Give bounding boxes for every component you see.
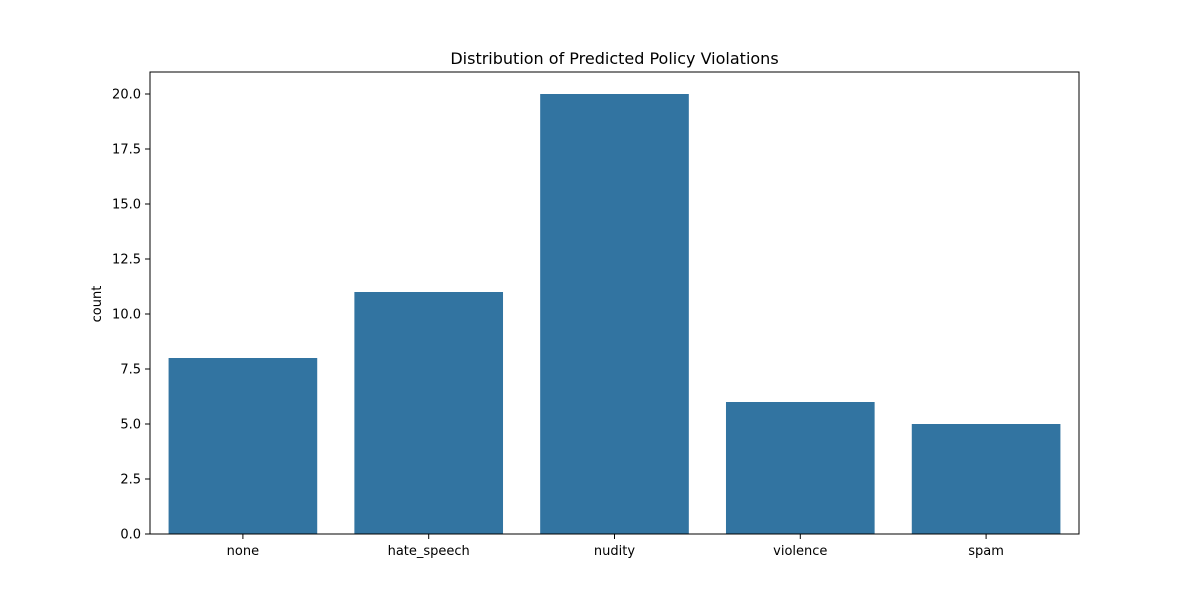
plot-frame: [149, 71, 1080, 535]
y-tick-label: 15.0: [112, 198, 141, 213]
y-tick-label: 20.0: [112, 88, 141, 103]
x-tick-label: spam: [968, 544, 1004, 559]
x-tick-label: hate_speech: [388, 544, 470, 559]
y-axis-ticks: 0.0 2.5 5.0 7.5 10.0 12.5 15.0 17.5 20.0: [112, 88, 150, 543]
y-tick-label: 7.5: [120, 363, 141, 378]
chart-title: Distribution of Predicted Policy Violati…: [450, 49, 778, 68]
bar-hate_speech: [354, 292, 504, 534]
y-tick-label: 12.5: [112, 253, 141, 268]
y-tick-label: 5.0: [120, 418, 141, 433]
y-tick-label: 17.5: [112, 143, 141, 158]
x-tick-label: none: [227, 544, 259, 559]
bar-group: [168, 94, 1061, 534]
y-tick-label: 10.0: [112, 308, 141, 323]
bar-none: [168, 358, 318, 534]
bar-spam: [911, 424, 1061, 534]
y-tick-label: 0.0: [120, 528, 141, 543]
y-axis-label: count: [90, 286, 105, 323]
bar-violence: [725, 402, 875, 534]
y-tick-label: 2.5: [120, 473, 141, 488]
x-tick-label: violence: [773, 544, 827, 559]
x-tick-label: nudity: [594, 544, 635, 559]
bar-nudity: [540, 94, 689, 534]
x-axis-ticks: none hate_speech nudity violence spam: [227, 534, 1004, 559]
